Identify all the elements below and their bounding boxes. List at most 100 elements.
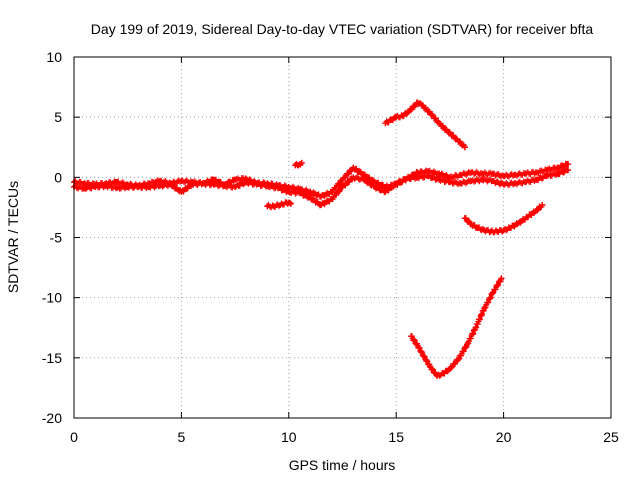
data-point [350,164,357,171]
data-point [156,182,163,189]
data-point [522,170,529,177]
data-point [455,356,462,363]
data-point [81,185,88,192]
data-point [474,224,481,231]
data-point [500,173,507,180]
data-point [414,342,421,349]
data-point [408,333,415,340]
y-tick-label: -10 [42,290,62,306]
grid [74,57,611,418]
data-point [221,182,228,189]
y-tick-label: 5 [54,109,62,125]
data-point [481,305,488,312]
data-point [494,228,501,235]
data-point [427,364,434,371]
data-point [92,183,99,190]
chart-title: Day 199 of 2019, Sidereal Day-to-day VTE… [91,21,594,37]
data-point [446,179,453,186]
data-point [264,203,271,210]
data-point [146,183,153,190]
data-point [296,189,303,196]
data-point [339,183,346,190]
data-point [418,102,425,109]
data-point [436,176,443,183]
x-tick-label: 5 [178,429,186,445]
data-point [532,208,539,215]
data-point [500,181,507,188]
data-point [524,214,531,221]
data-point [189,181,196,188]
data-point [339,176,346,183]
data-point [500,227,507,234]
data-point [461,144,468,151]
data-point [371,183,378,190]
data-point [350,174,357,181]
data-point [113,185,120,192]
series-upper-arc [382,99,468,151]
data-point [489,177,496,184]
data-point [103,182,110,189]
data-point [479,176,486,183]
series-short-10.5 [292,159,305,169]
data-point [414,99,421,106]
data-point [436,170,443,177]
data-point [425,173,432,180]
data-point [277,202,284,209]
data-point [489,289,496,296]
data-point [554,164,561,171]
data-point [489,170,496,177]
data-point [270,203,277,210]
data-point [287,200,294,207]
data-point [399,112,406,119]
data-point [232,176,239,183]
data-point [382,120,389,127]
data-point [511,171,518,178]
data-point [507,224,514,231]
data-point [318,202,325,209]
x-tick-label: 15 [388,429,404,445]
data-point [406,108,413,115]
data-point [393,180,400,187]
data-point [440,370,447,377]
data-point [393,114,400,121]
x-tick-label: 10 [281,429,297,445]
data-point [554,170,561,177]
data-point [264,182,271,189]
data-point [388,116,395,123]
y-tick-label: -5 [50,230,63,246]
data-point [453,135,460,142]
data-point [479,170,486,177]
data-point [436,120,443,127]
data-point [307,188,314,195]
data-point [472,324,479,331]
data-point [511,180,518,187]
axis-ticks: 0 5 10 15 20 25 -20 -15 -10 -5 0 5 10 [42,49,619,445]
data-point [434,372,441,379]
y-tick-label: 10 [46,49,62,65]
series-lower-bowl [461,202,546,236]
y-tick-label: -15 [42,350,62,366]
data-point [253,181,260,188]
data-point [285,188,292,195]
x-tick-label: 0 [70,429,78,445]
data-point [210,181,217,188]
data-point [307,194,314,201]
series-markers [408,275,505,379]
data-point [565,167,572,174]
data-point [199,180,206,187]
data-point [113,179,120,186]
data-point [414,174,421,181]
data-point [382,188,389,195]
data-point [124,183,131,190]
data-point [461,215,468,222]
data-point [457,180,464,187]
data-point [539,202,546,209]
y-tick-label: 0 [54,169,62,185]
data-point [446,365,453,372]
data-point [318,193,325,200]
data-point [403,175,410,182]
data-point [232,183,239,190]
data-point [543,167,550,174]
